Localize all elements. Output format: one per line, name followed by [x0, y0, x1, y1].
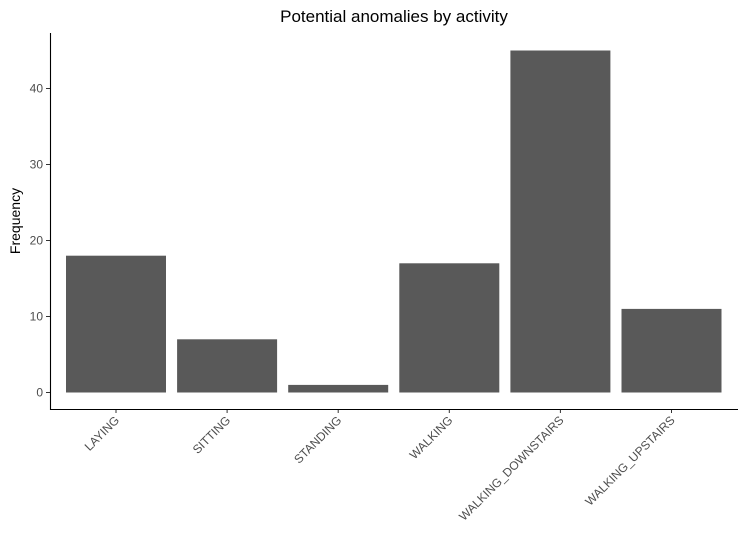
x-tick-label: LAYING	[82, 413, 122, 453]
x-tick-label: WALKING_UPSTAIRS	[582, 413, 677, 508]
y-tick-label: 20	[30, 234, 44, 248]
y-tick-label: 10	[30, 310, 44, 324]
chart-title: Potential anomalies by activity	[280, 7, 508, 26]
bar-standing	[288, 384, 389, 393]
x-tick-label: STANDING	[291, 413, 344, 466]
y-tick-label: 30	[30, 158, 44, 172]
x-tick-label: WALKING_DOWNSTAIRS	[456, 413, 566, 523]
y-axis-title: Frequency	[7, 188, 23, 254]
bar-walking	[399, 263, 500, 393]
x-tick-label: WALKING	[407, 413, 456, 462]
y-tick-label: 0	[36, 386, 43, 400]
bar-laying	[66, 255, 166, 393]
bar-sitting	[177, 339, 278, 393]
x-tick-label: SITTING	[190, 413, 233, 456]
bar-walking-downstairs	[510, 50, 611, 393]
bar-walking-upstairs	[621, 308, 722, 393]
y-tick-label: 40	[30, 82, 44, 96]
